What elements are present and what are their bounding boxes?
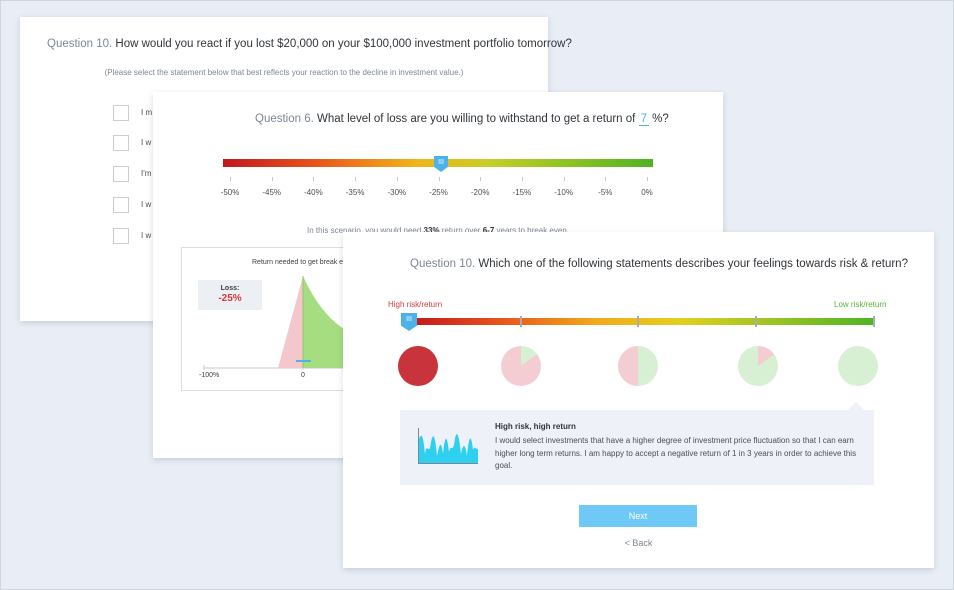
loss-tick: [647, 177, 648, 181]
option-checkbox[interactable]: [113, 197, 129, 213]
loss-tick-label[interactable]: -15%: [512, 188, 532, 197]
question-number: Question 10.: [47, 38, 113, 50]
question-hint: (Please select the statement below that …: [104, 68, 464, 77]
loss-tick-label[interactable]: -5%: [598, 188, 613, 197]
return-needed: 33%: [423, 226, 440, 235]
scenario-text: In this scenario, you would need 33% ret…: [153, 226, 723, 235]
loss-label: Loss:: [220, 285, 240, 292]
risk-slider-stop[interactable]: [755, 316, 757, 327]
loss-tick: [313, 177, 315, 181]
loss-tick: [271, 177, 273, 181]
loss-box: Loss: -25%: [198, 280, 262, 310]
loss-tick-label[interactable]: -25%: [429, 188, 448, 197]
option-label[interactable]: I'm: [141, 169, 152, 178]
loss-tick-label[interactable]: -40%: [304, 188, 323, 197]
option-label[interactable]: I w: [141, 231, 152, 240]
loss-tick: [480, 177, 482, 181]
risk-slider-stop[interactable]: [520, 316, 522, 327]
loss-tick-label[interactable]: 0%: [641, 188, 653, 197]
risk-level-pie[interactable]: [618, 346, 658, 386]
question-heading: Question 10. How would you react if you …: [47, 38, 572, 50]
back-link-label[interactable]: < Back: [624, 538, 653, 548]
question-number: Question 10.: [410, 258, 476, 270]
loss-tick-label[interactable]: -10%: [554, 188, 573, 197]
option-checkbox[interactable]: [113, 105, 129, 121]
loss-tick-label[interactable]: -20%: [470, 188, 490, 197]
loss-value: -25%: [218, 293, 242, 304]
loss-tick: [605, 177, 607, 181]
loss-tick: [563, 177, 565, 181]
option-checkbox[interactable]: [113, 166, 129, 182]
risk-level-pie[interactable]: [398, 346, 438, 386]
question-suffix: %?: [652, 113, 669, 125]
option-label[interactable]: I m: [141, 108, 153, 117]
loss-tick: [355, 177, 357, 181]
loss-tick-label[interactable]: -50%: [220, 188, 240, 197]
risk-level-pie[interactable]: [738, 346, 778, 386]
loss-tick: [521, 177, 523, 181]
question-text: How would you react if you lost $20,000 …: [115, 38, 572, 50]
loss-tick-label[interactable]: -45%: [262, 188, 282, 197]
description-pointer: [847, 402, 865, 411]
scenario-middle: return over: [441, 226, 481, 235]
back-link[interactable]: < Back: [343, 538, 934, 548]
question-card-risk-return: Question 10. Which one of the following …: [343, 232, 934, 568]
loss-tick: [230, 177, 231, 181]
volatility-chart-icon: [418, 428, 478, 464]
risk-slider-track[interactable]: [410, 318, 874, 325]
return-input[interactable]: 7: [638, 113, 649, 126]
question-text: Which one of the following statements de…: [478, 258, 908, 270]
loss-tick: [396, 177, 398, 181]
question-prefix: What level of loss are you willing to wi…: [317, 113, 636, 125]
question-number: Question 6.: [255, 113, 314, 125]
option-label[interactable]: I w: [141, 138, 152, 147]
risk-description: High risk, high return I would select in…: [400, 410, 874, 485]
description-title: High risk, high return: [495, 422, 576, 431]
option-checkbox[interactable]: [113, 228, 129, 244]
axis-label-left: -100%: [199, 372, 220, 379]
risk-slider-handle[interactable]: III: [401, 313, 417, 331]
scenario-suffix: years to break even.: [496, 226, 569, 235]
description-body: I would select investments that have a h…: [495, 436, 857, 470]
next-button[interactable]: Next: [579, 505, 697, 527]
high-risk-label: High risk/return: [388, 300, 443, 309]
question-heading: Question 6. What level of loss are you w…: [255, 113, 669, 126]
loss-tick: [438, 177, 440, 181]
question-heading: Question 10. Which one of the following …: [410, 258, 908, 270]
risk-slider-stop[interactable]: [873, 316, 875, 327]
option-checkbox[interactable]: [113, 135, 129, 151]
low-risk-label: Low risk/return: [834, 300, 887, 309]
loss-slider-handle[interactable]: III: [434, 156, 448, 172]
risk-level-pie[interactable]: [501, 346, 541, 386]
scenario-prefix: In this scenario, you would need: [307, 226, 422, 235]
loss-tick-label[interactable]: -35%: [345, 188, 365, 197]
loss-tick-label[interactable]: -30%: [387, 188, 407, 197]
risk-slider-stop[interactable]: [637, 316, 639, 327]
years-to-break-even: 6-7: [482, 226, 495, 235]
option-label[interactable]: I w: [141, 200, 152, 209]
risk-level-pie[interactable]: [838, 346, 878, 386]
chart-title: Return needed to get break e: [252, 259, 344, 266]
axis-label-zero: 0: [301, 372, 305, 379]
loss-area: [278, 276, 303, 368]
